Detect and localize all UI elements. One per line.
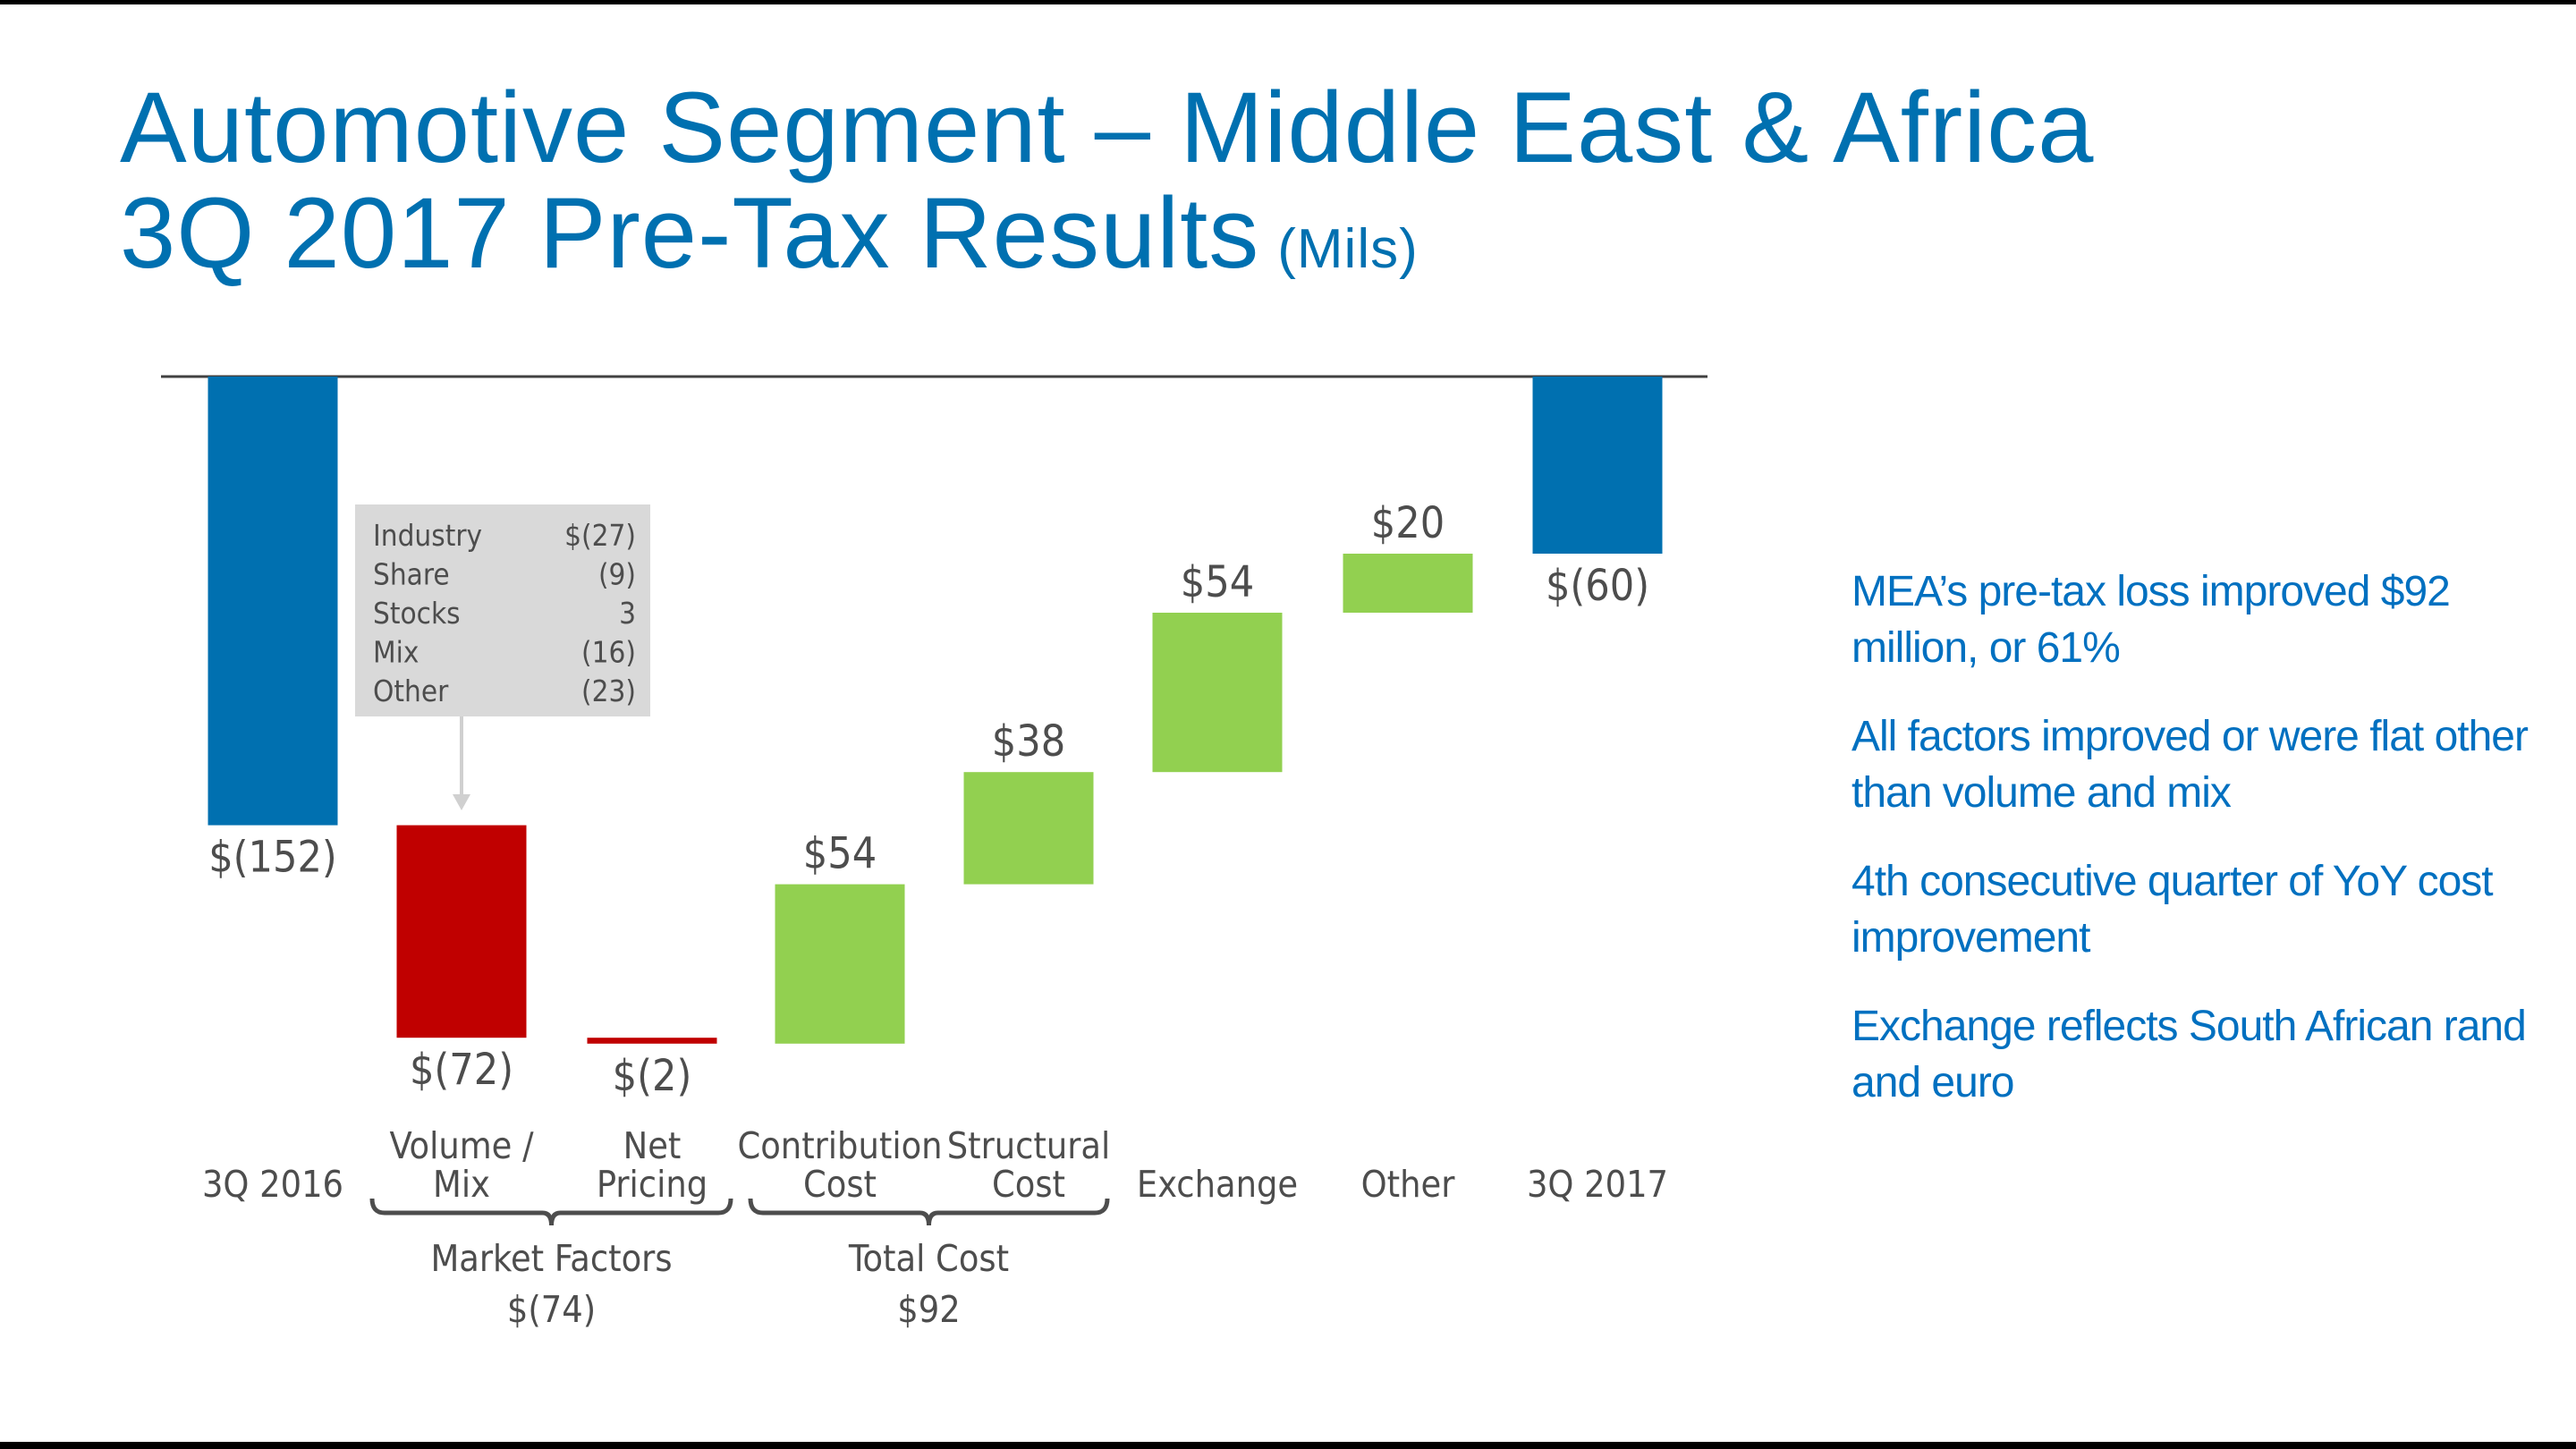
subtitle-text: 3Q 2017 Pre-Tax Results [120, 177, 1260, 289]
category-label: 3Q 2016 [202, 1163, 343, 1206]
category-label: Other [1361, 1163, 1456, 1206]
bar-7 [1532, 377, 1663, 554]
key-points: MEA’s pre-tax loss improved $92 million,… [1852, 564, 2531, 1143]
page-title: Automotive Segment – Middle East & Afric… [120, 72, 2095, 183]
group-value: $(74) [507, 1288, 596, 1331]
data-label: $38 [992, 716, 1065, 767]
bottom-border [0, 1442, 2576, 1449]
top-border [0, 0, 2576, 4]
category-label: Cost [992, 1163, 1065, 1206]
callout-box [355, 504, 650, 716]
callout-row-label: Other [373, 674, 449, 708]
unit-label: (Mils) [1277, 218, 1419, 280]
bullet-point: 4th consecutive quarter of YoY cost impr… [1852, 858, 2494, 962]
bar-5 [1152, 613, 1283, 773]
group-label: Total Cost [848, 1237, 1009, 1280]
callout-row-value: $(27) [564, 518, 636, 553]
group-value: $92 [897, 1288, 960, 1331]
data-label: $(72) [410, 1045, 513, 1095]
data-label: $54 [803, 829, 877, 879]
callout-row-label: Share [373, 557, 450, 592]
page-subtitle: 3Q 2017 Pre-Tax Results (Mils) [120, 175, 1419, 291]
callout-row-value: (9) [598, 557, 636, 592]
category-label: Volume / [389, 1124, 534, 1167]
bar-4 [963, 772, 1094, 885]
category-label: 3Q 2017 [1527, 1163, 1668, 1206]
bar-6 [1343, 554, 1473, 613]
bar-0 [208, 377, 338, 826]
callout-row-label: Industry [373, 518, 482, 553]
arrow-down-icon [453, 794, 470, 810]
data-label: $(60) [1546, 561, 1649, 611]
category-label: Mix [433, 1163, 490, 1206]
callout-row-value: (23) [581, 674, 636, 708]
data-label: $54 [1181, 557, 1254, 607]
bullet-point: MEA’s pre-tax loss improved $92 million,… [1852, 568, 2451, 672]
data-label: $20 [1371, 498, 1445, 548]
bar-3 [775, 884, 905, 1044]
data-label: $(2) [613, 1051, 692, 1101]
group-brace [748, 1198, 1110, 1226]
category-label: Pricing [597, 1163, 708, 1206]
category-label: Net [623, 1124, 682, 1167]
callout-row-value: (16) [581, 635, 636, 670]
bullet-point: Exchange reflects South African rand and… [1852, 1003, 2527, 1106]
bar-1 [396, 825, 527, 1038]
callout-row-value: 3 [619, 596, 636, 631]
group-label: Market Factors [430, 1237, 672, 1280]
group-brace [369, 1198, 733, 1226]
bar-2 [587, 1038, 717, 1044]
callout-row-label: Stocks [373, 596, 461, 631]
bullet-point: All factors improved or were flat other … [1852, 713, 2529, 817]
callout-row-label: Mix [373, 635, 419, 670]
category-label: Exchange [1137, 1163, 1298, 1206]
category-label: Contribution [737, 1124, 942, 1167]
category-label: Cost [803, 1163, 877, 1206]
data-label: $(152) [208, 833, 337, 883]
category-label: Structural [947, 1124, 1111, 1167]
